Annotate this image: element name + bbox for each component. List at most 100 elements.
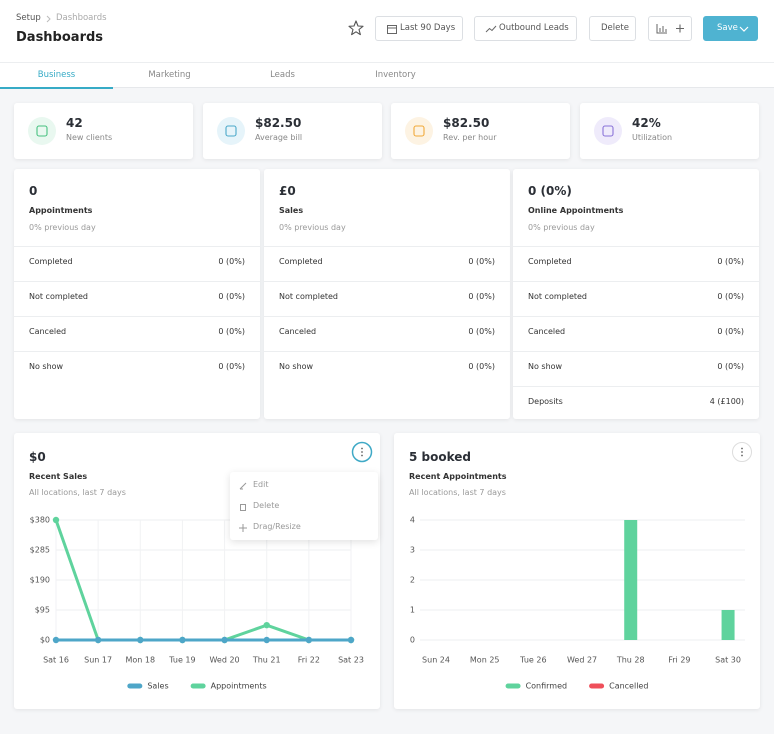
header-button[interactable]: Outbound Leads: [474, 16, 577, 41]
kpi-icon: [28, 117, 56, 145]
legend-swatch: [589, 683, 605, 689]
breadcrumb-item: Setup: [16, 13, 41, 23]
x-tick-label: Mon 18: [125, 656, 155, 665]
stat-value: £0: [279, 184, 296, 198]
chart: 0 1 2 3 4 Sun 24 Mon 25 Tue 26 Wed 27 Thu 28 Fri 2…: [410, 516, 745, 691]
chart-add-button[interactable]: [648, 16, 692, 41]
button-label: Last 90 Days: [400, 23, 456, 33]
row-label: Not completed: [279, 292, 339, 301]
row-label: No show: [279, 362, 314, 371]
stat-card: 0 Appointments 0% previous day Completed 0 (…: [14, 169, 260, 419]
header-bar: [0, 0, 774, 88]
header-button[interactable]: Delete: [589, 16, 636, 41]
breadcrumb-separator: [46, 15, 51, 23]
row-label: Canceled: [29, 327, 67, 336]
menu-item[interactable]: Delete: [253, 501, 280, 510]
kpi-card: $82.50 Average bill: [203, 103, 382, 159]
menu-icon: [239, 524, 247, 532]
divider: [513, 281, 759, 282]
data-point: [52, 516, 60, 524]
context-menu: Edit Delete Drag/Resize: [230, 472, 378, 540]
favorite-star[interactable]: [348, 20, 364, 36]
divider: [513, 316, 759, 317]
row-value: 0 (0%): [218, 327, 245, 336]
tab[interactable]: Business: [0, 63, 113, 89]
row-value: 0 (0%): [218, 362, 245, 371]
tab[interactable]: Leads: [270, 70, 295, 80]
widget-menu-button[interactable]: [731, 441, 753, 463]
row-label: No show: [29, 362, 64, 371]
divider: [264, 281, 510, 282]
row-value: 4 (£100): [709, 397, 744, 406]
kpi-label: New clients: [66, 133, 113, 142]
divider: [264, 316, 510, 317]
data-point: [263, 636, 270, 644]
menu-item[interactable]: Edit: [253, 480, 269, 489]
x-tick-label: Thu 28: [616, 656, 645, 665]
chart-widget: 5 booked Recent Appointments All locations…: [394, 433, 760, 709]
tab[interactable]: Marketing: [148, 70, 191, 80]
tab-divider: [0, 62, 774, 63]
y-tick-label: $95: [35, 606, 50, 615]
header-button[interactable]: Save: [703, 16, 758, 41]
stat-title: Appointments: [29, 206, 93, 215]
menu-item[interactable]: Drag/Resize: [253, 522, 301, 531]
divider: [14, 351, 260, 352]
kpi-label: Rev. per hour: [443, 133, 497, 142]
x-tick-label: Sun 17: [84, 656, 112, 665]
row-label: Canceled: [279, 327, 317, 336]
y-tick-label: $380: [30, 516, 50, 525]
stat-value: 0: [29, 184, 38, 198]
active-tab-underline: [0, 87, 113, 89]
row-value: 0 (0%): [468, 257, 495, 266]
widget-menu-button[interactable]: [351, 441, 373, 463]
menu-icon: [239, 482, 247, 490]
y-tick-label: $285: [30, 546, 50, 555]
row-label: Canceled: [528, 327, 566, 336]
row-label: Not completed: [29, 292, 89, 301]
row-label: Completed: [528, 257, 572, 266]
widget-title: Recent Sales: [29, 472, 88, 481]
row-value: 0 (0%): [717, 327, 744, 336]
stat-subtitle: 0% previous day: [279, 223, 346, 232]
row-label: Deposits: [528, 397, 563, 406]
kpi-value: $82.50: [255, 116, 302, 130]
x-tick-label: Sun 24: [422, 656, 450, 665]
row-value: 0 (0%): [717, 257, 744, 266]
chart: $0 $95 $190 $285 $380 Sat 16 Sun 17 Mon 18 Tue 1…: [30, 516, 364, 691]
tab[interactable]: Inventory: [375, 70, 416, 80]
header-button[interactable]: Last 90 Days: [375, 16, 463, 41]
row-label: No show: [528, 362, 563, 371]
bar: [721, 610, 735, 640]
data-point: [221, 636, 228, 644]
stat-title: Sales: [279, 206, 304, 215]
kpi-label: Utilization: [632, 133, 673, 142]
divider: [14, 281, 260, 282]
y-tick-label: $0: [40, 636, 50, 645]
y-tick-label: 4: [410, 516, 415, 525]
x-tick-label: Fri 29: [668, 656, 690, 665]
row-value: 0 (0%): [717, 362, 744, 371]
legend-label: Cancelled: [609, 682, 648, 691]
divider: [513, 386, 759, 387]
divider: [264, 351, 510, 352]
y-tick-label: 1: [410, 606, 415, 615]
kpi-card: $82.50 Rev. per hour: [391, 103, 570, 159]
legend-swatch: [127, 683, 143, 689]
kpi-value: $82.50: [443, 116, 490, 130]
kpi-card: 42 New clients: [14, 103, 193, 159]
stat-subtitle: 0% previous day: [528, 223, 595, 232]
y-tick-label: 3: [410, 546, 415, 555]
stat-subtitle: 0% previous day: [29, 223, 96, 232]
x-tick-label: Tue 19: [168, 656, 195, 665]
kpi-value: 42%: [632, 116, 661, 130]
divider: [513, 246, 759, 247]
button-label: Save: [717, 23, 738, 33]
x-tick-label: Wed 20: [209, 656, 239, 665]
chart-add-icon: [656, 24, 684, 34]
legend-label: Sales: [147, 682, 168, 691]
widget-value: 5 booked: [409, 450, 471, 464]
legend-swatch: [505, 683, 521, 689]
row-label: Completed: [279, 257, 323, 266]
